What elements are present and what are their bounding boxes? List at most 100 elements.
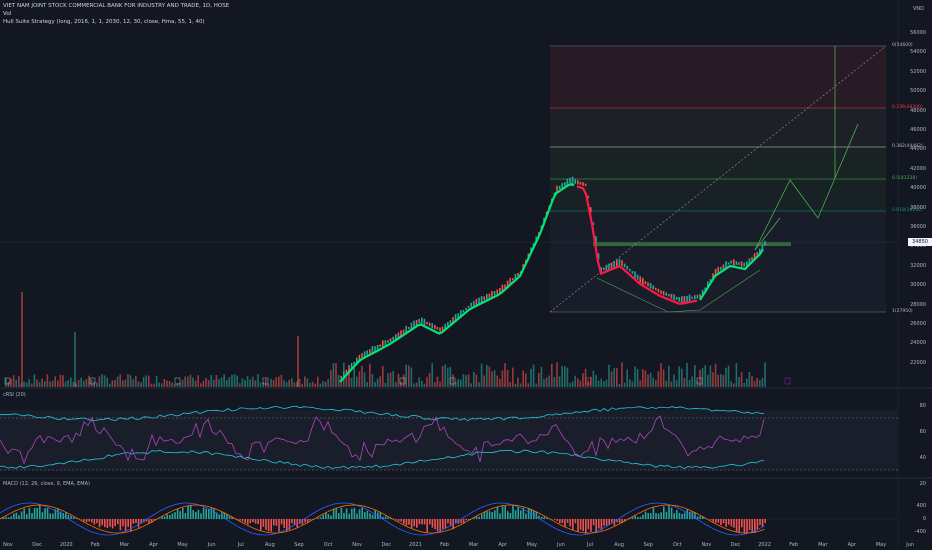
macd-histogram-bar bbox=[122, 519, 124, 527]
volume-bar bbox=[753, 380, 756, 387]
volume-bar bbox=[454, 381, 457, 387]
macd-histogram-bar bbox=[327, 513, 330, 519]
candle bbox=[460, 310, 462, 317]
volume-bar bbox=[400, 381, 402, 387]
volume-bar bbox=[343, 362, 345, 387]
macd-histogram-bar bbox=[564, 519, 566, 527]
volume-bar bbox=[636, 369, 639, 387]
volume-bar bbox=[496, 375, 498, 387]
macd-histogram-bar bbox=[512, 505, 514, 519]
volume-bar bbox=[306, 378, 309, 387]
candle bbox=[418, 318, 420, 324]
time-tick: Apr bbox=[498, 542, 508, 548]
volume-bar bbox=[509, 381, 511, 387]
volume-bar bbox=[25, 382, 28, 387]
candle bbox=[561, 183, 563, 189]
volume-bar bbox=[171, 382, 173, 387]
candle bbox=[376, 345, 379, 350]
volume-bar bbox=[574, 375, 576, 387]
macd-histogram-bar bbox=[694, 512, 696, 519]
candle bbox=[574, 179, 576, 184]
candle bbox=[361, 353, 363, 358]
macd-histogram-bar bbox=[189, 504, 192, 519]
candle bbox=[662, 290, 665, 296]
volume-bar bbox=[51, 380, 54, 387]
candle bbox=[392, 336, 394, 341]
volume-bar bbox=[111, 380, 114, 387]
volume-bar bbox=[418, 377, 420, 387]
candle bbox=[402, 329, 405, 334]
candle bbox=[454, 314, 457, 322]
candle bbox=[699, 294, 701, 299]
macd-histogram-bar bbox=[416, 519, 418, 528]
macd-histogram-bar bbox=[119, 519, 122, 531]
time-tick: Mar bbox=[818, 542, 828, 548]
volume-bar bbox=[522, 370, 524, 387]
volume-bar bbox=[244, 380, 246, 387]
volume-bar bbox=[23, 381, 25, 387]
candle bbox=[644, 281, 647, 285]
macd-histogram-bar bbox=[338, 513, 340, 519]
volume-bar bbox=[514, 383, 517, 387]
macd-histogram-bar bbox=[712, 519, 714, 522]
volume-bar bbox=[345, 376, 348, 387]
macd-histogram-bar bbox=[574, 519, 577, 524]
macd-label[interactable]: MACD (12, 26, close, 9, EMA, EMA) bbox=[3, 481, 90, 487]
volume-bar bbox=[140, 382, 142, 387]
macd-histogram-bar bbox=[730, 519, 733, 527]
candle bbox=[649, 283, 652, 289]
macd-histogram-bar bbox=[96, 519, 98, 524]
volume-label[interactable]: Vol bbox=[3, 11, 12, 17]
candle bbox=[753, 253, 756, 260]
strategy-label[interactable]: Hull Suite Strategy (long, 2016, 1, 1, 2… bbox=[3, 19, 205, 25]
macd-histogram-bar bbox=[7, 517, 10, 519]
candle bbox=[727, 262, 730, 265]
volume-bar bbox=[192, 377, 194, 387]
macd-pane bbox=[0, 502, 898, 536]
macd-histogram-bar bbox=[486, 511, 488, 519]
volume-bar bbox=[285, 382, 288, 387]
candle bbox=[652, 285, 654, 290]
volume-bar bbox=[384, 382, 387, 387]
macd-histogram-bar bbox=[421, 519, 423, 525]
volume-bar bbox=[626, 369, 628, 387]
volume-bar bbox=[210, 374, 212, 387]
macd-histogram-bar bbox=[312, 519, 314, 520]
volume-bar bbox=[278, 376, 280, 387]
volume-bar bbox=[166, 380, 168, 387]
macd-histogram-bar bbox=[335, 508, 337, 519]
candle bbox=[480, 296, 483, 303]
volume-bar bbox=[746, 378, 748, 387]
volume-bar bbox=[353, 368, 355, 387]
volume-bar bbox=[233, 374, 236, 387]
price-tick: 50000 bbox=[910, 88, 926, 95]
rsi-tick: 80 bbox=[919, 403, 926, 409]
macd-histogram-bar bbox=[722, 519, 725, 524]
candle bbox=[730, 260, 732, 264]
time-tick: Jul bbox=[237, 542, 244, 548]
volume-bar bbox=[548, 375, 550, 387]
macd-tick: -400 bbox=[914, 529, 926, 535]
macd-histogram-bar bbox=[556, 519, 558, 521]
volume-bar bbox=[389, 372, 392, 387]
volume-bar bbox=[704, 365, 706, 387]
candle bbox=[353, 361, 355, 365]
rsi-label[interactable]: cRSI (20) bbox=[3, 392, 26, 398]
macd-histogram-bar bbox=[111, 519, 114, 529]
macd-histogram-bar bbox=[709, 519, 712, 520]
volume-bar bbox=[634, 366, 636, 387]
candle bbox=[746, 261, 748, 267]
volume-bar bbox=[639, 380, 641, 387]
macd-histogram-bar bbox=[249, 519, 252, 524]
macd-histogram-bar bbox=[460, 519, 462, 523]
volume-bar bbox=[660, 363, 662, 387]
candle bbox=[486, 293, 488, 301]
volume-bar bbox=[77, 379, 80, 387]
volume-bar bbox=[236, 375, 238, 387]
macd-histogram-bar bbox=[673, 513, 675, 519]
volume-bar bbox=[293, 382, 296, 387]
time-tick: Feb bbox=[789, 542, 799, 548]
candle bbox=[696, 294, 699, 299]
rsi-tick: 40 bbox=[919, 455, 926, 461]
